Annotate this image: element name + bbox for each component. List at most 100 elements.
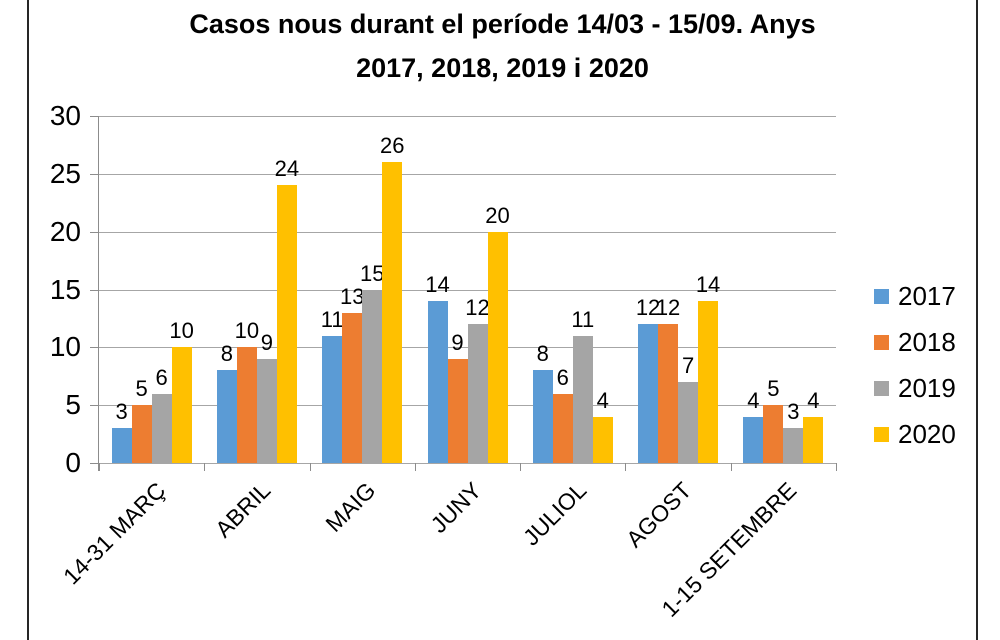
gridline-25 xyxy=(99,173,836,175)
x-axis-tick-1 xyxy=(204,463,206,471)
y-axis-tick-15 xyxy=(90,289,99,291)
bar-value-label-2020-2: 26 xyxy=(379,133,405,159)
bar-2018-3 xyxy=(447,358,468,463)
x-axis-tick-2 xyxy=(309,463,311,471)
bar-2019-0 xyxy=(151,393,172,463)
bar-value-label-2020-1: 24 xyxy=(274,156,300,182)
gridline-15 xyxy=(99,289,836,291)
y-axis-tick-label-30: 30 xyxy=(49,100,81,131)
legend-item-2018: 2018 xyxy=(874,327,956,357)
bar-2020-0 xyxy=(171,347,192,463)
gridline-20 xyxy=(99,231,836,233)
bar-2017-1 xyxy=(216,370,237,463)
y-axis-line xyxy=(98,116,99,471)
legend-swatch-2017 xyxy=(874,288,889,304)
bar-value-label-2020-0: 10 xyxy=(169,318,194,344)
bar-2020-3 xyxy=(487,231,508,463)
bar-2019-2 xyxy=(362,289,383,463)
bar-value-label-2018-2: 13 xyxy=(339,283,365,309)
legend-swatch-2020 xyxy=(874,426,889,442)
y-axis-tick-label-15: 15 xyxy=(49,273,81,305)
bar-value-label-2017-4: 8 xyxy=(536,341,549,367)
gridline-0 xyxy=(99,463,836,464)
bar-value-label-2019-1: 9 xyxy=(260,329,274,355)
legend-label-2017: 2017 xyxy=(898,281,956,311)
bar-value-label-2019-4: 11 xyxy=(571,306,595,332)
bar-2017-6 xyxy=(743,416,764,463)
chart-title: Casos nous durant el període 14/03 - 15/… xyxy=(29,2,976,90)
x-axis-tick-4 xyxy=(520,463,522,471)
bar-value-label-2019-3: 12 xyxy=(465,295,490,321)
bar-value-label-2018-1: 10 xyxy=(234,318,260,344)
bar-value-label-2017-2: 11 xyxy=(320,306,344,332)
bar-value-label-2020-5: 14 xyxy=(695,272,721,298)
y-axis-tick-label-25: 25 xyxy=(49,157,81,189)
x-axis-tick-5 xyxy=(625,463,627,471)
y-axis-tick-label-5: 5 xyxy=(65,389,81,421)
bar-value-label-2020-4: 4 xyxy=(596,387,609,413)
bar-2020-2 xyxy=(382,162,403,463)
bar-2019-6 xyxy=(783,428,804,463)
y-axis-tick-label-0: 0 xyxy=(65,447,81,478)
y-axis-tick-0 xyxy=(90,463,99,464)
bar-2018-0 xyxy=(131,405,152,463)
bar-value-label-2017-5: 12 xyxy=(635,295,661,321)
bar-value-label-2017-6: 4 xyxy=(747,387,760,413)
y-axis-tick-10 xyxy=(90,347,99,349)
legend-swatch-2018 xyxy=(874,334,889,350)
bar-2017-4 xyxy=(532,370,553,463)
chart-frame-right-border xyxy=(976,0,978,640)
legend-item-2017: 2017 xyxy=(874,281,956,311)
bar-2019-5 xyxy=(678,382,699,463)
y-axis-tick-25 xyxy=(90,173,99,175)
bar-2018-5 xyxy=(658,324,679,463)
bar-value-label-2018-6: 5 xyxy=(767,376,780,402)
bar-2019-1 xyxy=(256,358,277,463)
x-axis-tick-3 xyxy=(414,463,416,471)
gridline-30 xyxy=(99,116,836,117)
x-axis-tick-6 xyxy=(730,463,732,471)
legend-label-2018: 2018 xyxy=(898,327,956,357)
bar-2018-6 xyxy=(763,405,784,463)
bar-2019-4 xyxy=(572,335,593,463)
bar-value-label-2020-6: 4 xyxy=(807,387,820,413)
legend-item-2020: 2020 xyxy=(874,419,956,449)
bar-value-label-2019-0: 6 xyxy=(155,364,168,390)
y-axis-tick-30 xyxy=(90,116,99,117)
bar-value-label-2019-5: 7 xyxy=(681,353,695,379)
chart-title-line-2: 2017, 2018, 2019 i 2020 xyxy=(356,53,649,83)
bar-value-label-2018-0: 5 xyxy=(135,376,148,402)
bar-value-label-2019-6: 3 xyxy=(787,399,800,425)
bar-2017-0 xyxy=(111,428,132,463)
bar-2017-5 xyxy=(638,324,659,463)
bar-2020-5 xyxy=(698,301,719,463)
legend-label-2019: 2019 xyxy=(898,373,956,403)
bar-value-label-2019-2: 15 xyxy=(359,260,385,286)
bar-2019-3 xyxy=(467,324,488,463)
bar-value-label-2018-4: 6 xyxy=(556,364,569,390)
bar-value-label-2018-3: 9 xyxy=(451,329,464,355)
bar-2020-6 xyxy=(803,416,824,463)
bar-value-label-2017-3: 14 xyxy=(425,272,450,298)
legend-item-2019: 2019 xyxy=(874,373,956,403)
x-axis-tick-7 xyxy=(836,463,837,471)
bar-value-label-2020-3: 20 xyxy=(485,202,510,228)
bar-2020-4 xyxy=(592,416,613,463)
bar-2018-4 xyxy=(552,393,573,463)
x-category-label-6: 1-15 SETEMBRE xyxy=(656,477,802,622)
bar-value-label-2017-1: 8 xyxy=(220,341,234,367)
y-axis-tick-label-20: 20 xyxy=(49,215,81,247)
bar-2018-2 xyxy=(342,312,363,463)
bar-2018-1 xyxy=(236,347,257,463)
bar-value-label-2017-0: 3 xyxy=(115,399,128,425)
y-axis-tick-5 xyxy=(90,405,99,407)
x-axis-tick-0 xyxy=(99,463,100,471)
bar-2017-3 xyxy=(427,301,448,463)
bar-value-label-2018-5: 12 xyxy=(655,295,681,321)
legend-swatch-2019 xyxy=(874,380,889,396)
chart-frame-left-border xyxy=(27,0,29,640)
legend-label-2020: 2020 xyxy=(898,419,956,449)
bar-2020-1 xyxy=(276,185,297,463)
y-axis-tick-20 xyxy=(90,231,99,233)
